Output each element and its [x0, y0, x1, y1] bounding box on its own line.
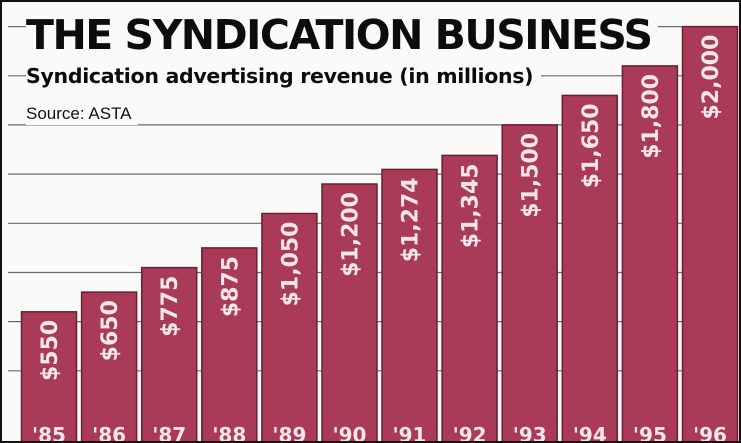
bar — [381, 168, 438, 441]
bar — [201, 247, 258, 441]
chart-title: THE SYNDICATION BUSINESS — [26, 10, 658, 60]
x-tick-label: '85 — [32, 423, 66, 443]
x-tick-label: '89 — [272, 423, 306, 443]
x-tick-label: '93 — [513, 423, 547, 443]
bar-value-label: $775 — [158, 276, 183, 337]
bar — [561, 94, 619, 441]
bar-value-label: $1,650 — [579, 103, 604, 188]
x-tick-label: '87 — [152, 423, 186, 443]
chart-subtitle: Syndication advertising revenue (in mill… — [26, 62, 542, 90]
x-tick-label: '91 — [393, 423, 427, 443]
x-tick-label: '92 — [453, 423, 487, 443]
bar — [441, 154, 498, 441]
source-note: Source: ASTA — [26, 103, 138, 125]
x-tick-label: '95 — [633, 423, 667, 443]
value-labels: $550 $650 $775 $875 $1,050 $1,200 $1,274 $1,345… — [38, 35, 724, 381]
bar — [321, 183, 378, 441]
x-tick-label: '86 — [92, 423, 126, 443]
bar-value-label: $1,200 — [339, 192, 364, 277]
x-tick-labels: '85 '86 '87 '88 '89 '90 '91 '92 '93 '94 '95 '96 — [32, 423, 727, 443]
x-tick-label: '96 — [693, 423, 727, 443]
bar-value-label: $550 — [38, 320, 63, 381]
bar — [621, 65, 679, 441]
bar — [20, 311, 78, 441]
bar-value-label: $875 — [218, 256, 243, 317]
bar-value-label: $650 — [98, 300, 123, 361]
bar-value-label: $1,500 — [519, 133, 544, 218]
bar-value-label: $2,000 — [699, 35, 724, 120]
x-tick-label: '90 — [333, 423, 367, 443]
bar-value-label: $1,345 — [459, 163, 484, 248]
bar-value-label: $1,274 — [399, 177, 424, 262]
bar — [501, 124, 558, 441]
bar — [261, 212, 318, 441]
bar-value-label: $1,050 — [278, 222, 303, 307]
x-tick-label: '94 — [573, 423, 607, 443]
bar — [140, 266, 198, 441]
bar — [80, 291, 138, 441]
bars — [20, 25, 739, 441]
bar-value-label: $1,800 — [639, 74, 664, 159]
bar — [681, 25, 739, 441]
x-tick-label: '88 — [212, 423, 246, 443]
